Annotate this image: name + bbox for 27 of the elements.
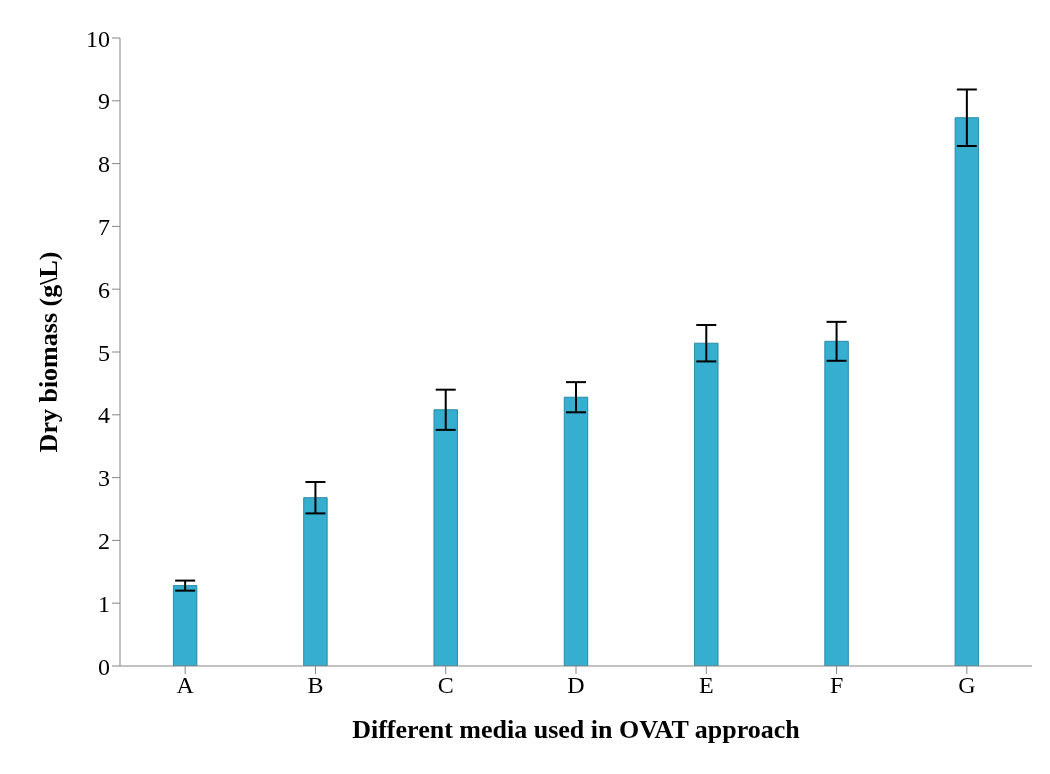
bar [433,409,458,666]
bar [172,585,198,666]
y-tick-label: 10 [86,25,110,52]
x-tick-label: B [307,672,324,699]
x-tick-label: C [437,672,454,699]
y-tick-label: 6 [98,276,110,303]
bar [694,342,719,666]
y-tick-label: 4 [98,402,110,429]
y-tick-label: 3 [98,465,110,492]
y-tick-label: 2 [98,527,110,554]
x-tick-label: E [698,672,714,699]
x-tick-label: F [829,672,844,699]
y-tick-label: 0 [98,653,110,680]
bar [954,117,980,666]
bar [303,497,328,666]
x-tick-label: G [958,672,976,699]
y-axis-title: Dry biomass (g\L) [34,251,64,453]
x-tick-label: A [176,672,195,699]
bar [824,340,849,666]
y-tick-label: 1 [98,590,110,617]
x-axis-title: Different media used in OVAT approach [352,715,801,744]
y-tick-label: 5 [98,339,110,366]
bar [563,396,589,666]
y-tick-label: 8 [98,151,110,178]
x-tick-label: D [567,672,585,699]
y-tick-label: 7 [98,213,110,240]
y-tick-label: 9 [98,88,110,115]
